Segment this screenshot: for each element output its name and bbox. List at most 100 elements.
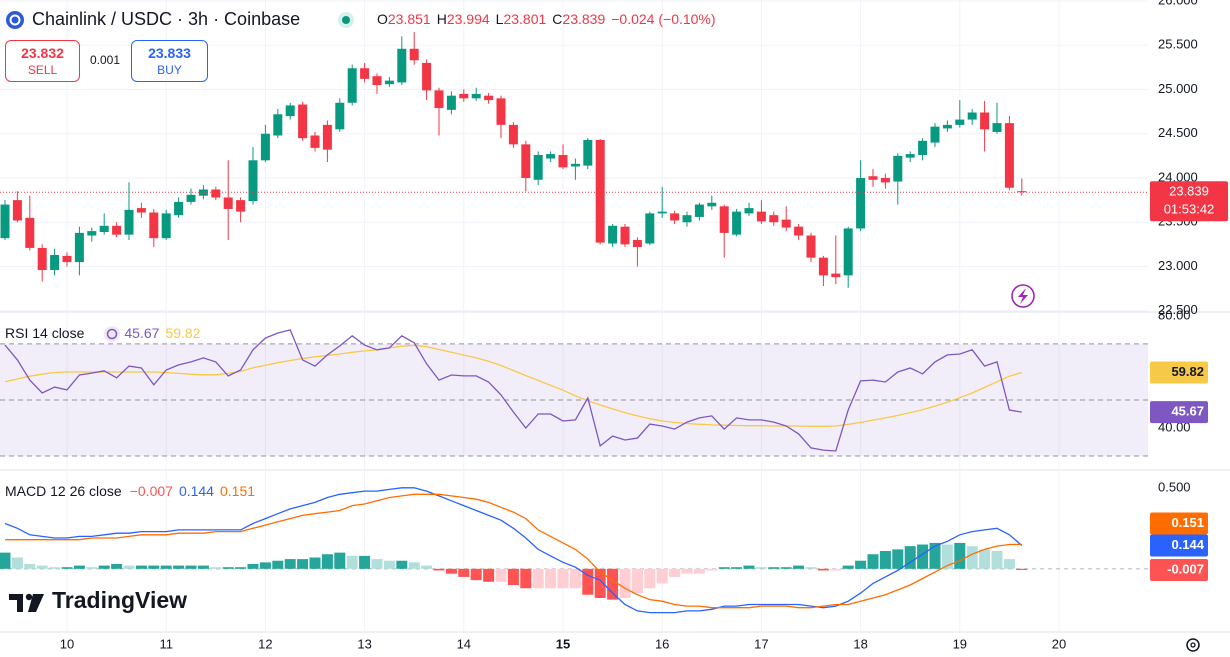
- histogram-bar: [173, 565, 185, 569]
- alert-bolt: [1018, 288, 1028, 304]
- x-tick-label: 19: [953, 636, 967, 651]
- indicator-line: [4, 487, 1023, 614]
- logo-slash: [28, 594, 44, 612]
- candle-body: [843, 228, 853, 276]
- buy-button[interactable]: 23.833 BUY: [131, 40, 208, 82]
- price-scale-label: 0.151: [1171, 515, 1204, 530]
- histogram-bar: [247, 563, 259, 569]
- candle-body: [732, 211, 742, 235]
- sell-label: SELL: [27, 63, 58, 77]
- y-tick-label: 25.500: [1158, 37, 1198, 52]
- histogram-bar: [445, 568, 457, 574]
- histogram-bar: [594, 568, 606, 598]
- histogram-bar: [222, 567, 234, 569]
- symbol-icon-inner: [9, 14, 21, 26]
- candle-body: [99, 225, 109, 232]
- last-price-box: [1150, 181, 1228, 222]
- y-tick-label: 24.500: [1158, 125, 1198, 140]
- candle-body: [496, 98, 506, 125]
- candle-body: [384, 80, 394, 85]
- histogram-bar: [24, 563, 36, 569]
- histogram-bar: [966, 546, 978, 569]
- candle-body: [856, 177, 866, 229]
- settings-icon[interactable]: [1186, 638, 1200, 652]
- candle-body: [484, 95, 494, 101]
- ohlc-key: O: [377, 11, 388, 27]
- histogram-bar: [743, 565, 755, 569]
- candle-body: [831, 273, 841, 278]
- indicator-title: MACD 12 26 close: [5, 483, 122, 499]
- candle-body: [880, 177, 890, 183]
- x-tick-label: 12: [258, 636, 272, 651]
- candle-body: [744, 208, 754, 214]
- candle-body: [260, 133, 270, 161]
- indicator-line: [5, 493, 1022, 609]
- sell-button[interactable]: 23.832 SELL: [5, 40, 80, 82]
- x-tick-label: 14: [457, 636, 471, 651]
- x-tick-label: 15: [556, 636, 570, 651]
- histogram-bar: [1003, 559, 1015, 569]
- candle-body: [707, 202, 717, 207]
- symbol-icon: [6, 11, 24, 29]
- histogram-bar: [929, 542, 941, 569]
- histogram-bar: [259, 562, 271, 569]
- histogram-bar: [817, 568, 829, 571]
- x-tick-label: 18: [853, 636, 867, 651]
- legend-icon: [104, 326, 120, 342]
- histogram-bar: [495, 568, 507, 582]
- candle-body: [136, 208, 146, 213]
- candle-body: [905, 154, 915, 158]
- histogram-bar: [0, 552, 11, 569]
- legend: MACD 12 26 close −0.007 0.144 0.151: [5, 483, 255, 499]
- histogram-bar: [61, 567, 73, 569]
- histogram-bar: [842, 565, 854, 569]
- candle-body: [50, 254, 60, 271]
- histogram-bar: [892, 549, 904, 569]
- chart-title: Chainlink / USDC · 3h · Coinbase: [32, 9, 300, 29]
- candle-body: [533, 154, 543, 180]
- change: −0.024 (−0.10%): [611, 11, 715, 27]
- y-tick-label: 0.500: [1158, 479, 1191, 494]
- histogram-bar: [991, 551, 1003, 569]
- candle-body: [236, 200, 246, 212]
- candle-body: [223, 197, 233, 209]
- legend-value: −0.007: [130, 483, 173, 499]
- histogram-bar: [284, 559, 296, 569]
- candle-body: [769, 215, 779, 223]
- candle-body: [422, 62, 432, 91]
- candle-body: [397, 48, 407, 83]
- alert-icon[interactable]: [1011, 284, 1035, 308]
- histogram-bar: [619, 568, 631, 598]
- ohlc-key: H: [437, 11, 447, 27]
- histogram-bar: [11, 557, 23, 569]
- histogram-bar: [321, 554, 333, 569]
- histogram-bar: [160, 565, 172, 569]
- histogram-bar: [768, 567, 780, 569]
- candle-body: [112, 225, 122, 235]
- candle-body: [794, 226, 804, 236]
- candle-body: [409, 48, 419, 61]
- ohlc-key: C: [552, 11, 562, 27]
- candle-body: [570, 163, 580, 167]
- histogram-bar: [669, 568, 681, 577]
- candle-body: [0, 204, 10, 239]
- histogram-bar: [780, 567, 792, 569]
- candle-body: [645, 213, 655, 244]
- histogram-bar: [148, 565, 160, 569]
- legend-value: 0.144: [179, 483, 214, 499]
- candle-body: [1017, 191, 1027, 193]
- candle-body: [967, 112, 977, 120]
- histogram-bar: [507, 568, 519, 586]
- candle-body: [149, 212, 159, 239]
- histogram-bar: [631, 568, 643, 594]
- histogram-bar: [483, 568, 495, 582]
- histogram-bar: [470, 568, 482, 581]
- histogram-bar: [706, 568, 718, 571]
- histogram-bar: [210, 567, 222, 569]
- legend-value: 0.151: [220, 483, 255, 499]
- legend: RSI 14 close 45.67 59.82: [5, 325, 201, 341]
- x-tick-label: 17: [754, 636, 768, 651]
- histogram-bar: [904, 546, 916, 569]
- histogram-bar: [73, 565, 85, 569]
- histogram-bar: [272, 560, 284, 569]
